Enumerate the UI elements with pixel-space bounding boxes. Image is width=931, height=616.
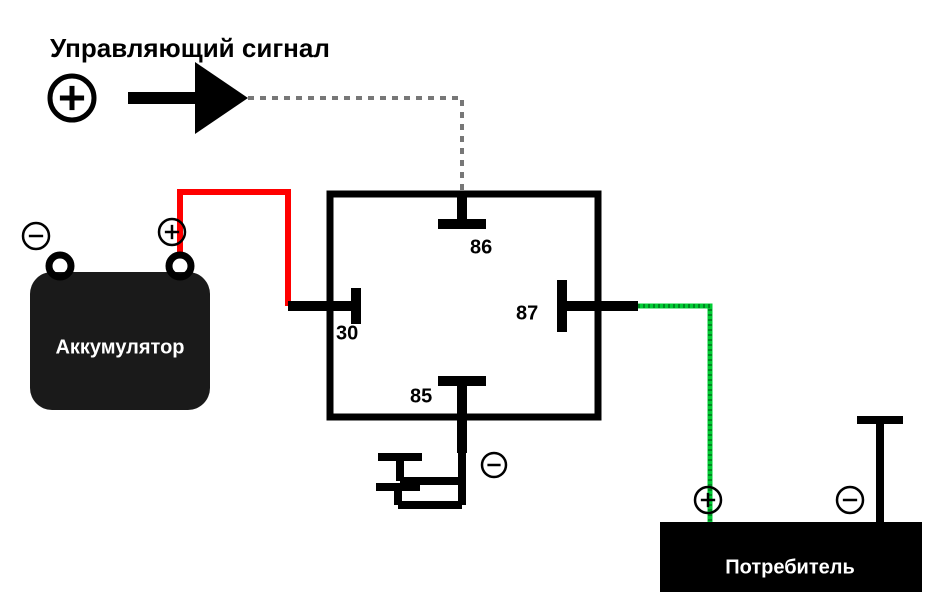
- consumer-box: Потребитель: [660, 522, 922, 592]
- pin-label-85: 85: [410, 385, 432, 407]
- minus-icon-relay: [482, 453, 506, 477]
- plus-icon: [50, 76, 94, 120]
- wire-signal: [248, 98, 462, 194]
- consumer-label: Потребитель: [725, 556, 855, 578]
- consumer-ground: [857, 420, 903, 522]
- pin-label-30: 30: [336, 322, 358, 344]
- pin-label-86: 86: [470, 236, 492, 258]
- battery-box: Аккумулятор: [30, 255, 210, 410]
- pin-label-87: 87: [516, 302, 538, 324]
- relay-ground-symbol: [378, 453, 462, 481]
- title-control-signal: Управляющий сигнал: [50, 33, 330, 63]
- battery-label: Аккумулятор: [55, 336, 184, 358]
- arrow-icon: [128, 62, 248, 134]
